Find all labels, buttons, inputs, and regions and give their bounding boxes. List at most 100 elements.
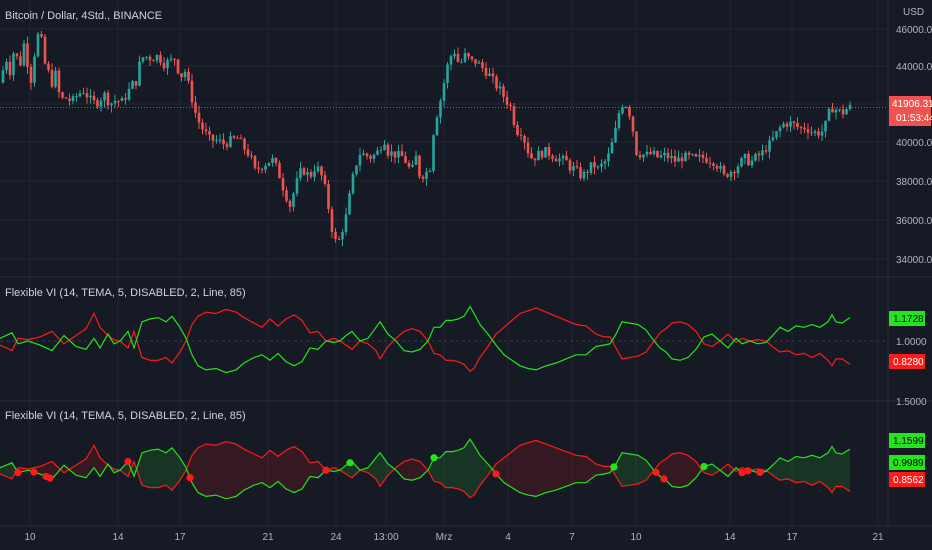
candle[interactable] [565,150,568,161]
candle[interactable] [743,153,747,165]
candle[interactable] [799,125,803,134]
vi2-cross-dot[interactable] [186,474,194,482]
candle[interactable] [43,34,47,65]
candle[interactable] [15,53,19,60]
candle[interactable] [796,117,799,131]
candle[interactable] [582,169,586,182]
candle[interactable] [61,91,64,100]
candle[interactable] [148,54,152,67]
candle[interactable] [516,121,519,137]
candle[interactable] [439,98,442,124]
candle[interactable] [432,134,435,174]
candle[interactable] [397,144,400,164]
candle[interactable] [169,54,173,63]
candle[interactable] [152,59,155,62]
candle[interactable] [463,48,467,64]
candle[interactable] [484,62,488,79]
vi2-cross-dot[interactable] [700,462,708,471]
candle[interactable] [572,161,575,177]
candle[interactable] [127,82,131,102]
candle[interactable] [547,142,551,161]
candle[interactable] [659,150,663,159]
candle[interactable] [449,54,453,71]
candle[interactable] [309,169,313,180]
candle[interactable] [197,105,201,130]
candle[interactable] [351,171,355,196]
candle[interactable] [652,147,656,156]
candle[interactable] [757,150,761,162]
candle[interactable] [145,56,148,60]
candle[interactable] [715,163,719,172]
candle[interactable] [526,137,530,158]
vi2-cross-dot[interactable] [30,468,38,476]
vi2-plus-line[interactable] [0,438,851,500]
vi2-cross-dot[interactable] [660,475,668,483]
candle[interactable] [512,102,516,128]
candle[interactable] [488,67,491,77]
candle[interactable] [176,58,180,75]
candle[interactable] [554,155,558,162]
candle[interactable] [607,147,610,167]
candle[interactable] [670,149,673,164]
candle[interactable] [491,67,495,84]
candle[interactable] [78,90,82,99]
candle[interactable] [698,149,701,163]
candle[interactable] [124,92,127,105]
candle[interactable] [92,91,96,105]
candle[interactable] [414,150,418,165]
candle[interactable] [379,146,383,154]
candle[interactable] [635,131,638,157]
candle[interactable] [173,58,176,66]
vi2-cross-dot[interactable] [124,457,132,466]
candle[interactable] [229,131,232,148]
candle[interactable] [106,90,110,110]
candle[interactable] [274,157,278,167]
candle[interactable] [645,144,649,158]
candle[interactable] [250,151,253,160]
candle[interactable] [747,150,750,166]
candle[interactable] [610,137,614,154]
candle[interactable] [253,154,257,171]
candle[interactable] [806,123,810,140]
candle[interactable] [26,36,29,74]
candle[interactable] [813,129,817,137]
candle[interactable] [446,61,449,89]
candle[interactable] [750,155,754,169]
candle[interactable] [848,101,852,111]
candle[interactable] [834,107,838,120]
candle[interactable] [460,58,463,64]
candle[interactable] [586,169,589,180]
candle[interactable] [215,135,218,144]
candle[interactable] [36,32,40,58]
candle[interactable] [257,161,260,174]
candle[interactable] [369,154,372,163]
candle[interactable] [425,167,428,186]
candle[interactable] [99,97,103,112]
candle[interactable] [390,144,393,162]
candle[interactable] [96,97,99,110]
candle[interactable] [467,52,470,60]
candle[interactable] [400,144,404,157]
candle[interactable] [264,162,267,174]
candle[interactable] [701,151,705,163]
candle[interactable] [530,147,533,160]
candle[interactable] [166,57,169,75]
candle[interactable] [428,168,432,173]
candle[interactable] [8,55,12,80]
candle[interactable] [47,60,50,73]
candle[interactable] [40,30,43,39]
candle[interactable] [803,122,806,134]
candle[interactable] [334,228,337,243]
candle[interactable] [285,186,288,203]
candle[interactable] [187,67,190,84]
candle[interactable] [292,191,295,212]
candle[interactable] [365,152,369,160]
candle[interactable] [218,133,222,144]
candle[interactable] [204,122,208,136]
candle[interactable] [323,170,327,187]
vi2-cross-dot[interactable] [652,468,660,476]
candle[interactable] [29,63,33,90]
candle[interactable] [719,161,722,173]
candle[interactable] [22,39,26,67]
